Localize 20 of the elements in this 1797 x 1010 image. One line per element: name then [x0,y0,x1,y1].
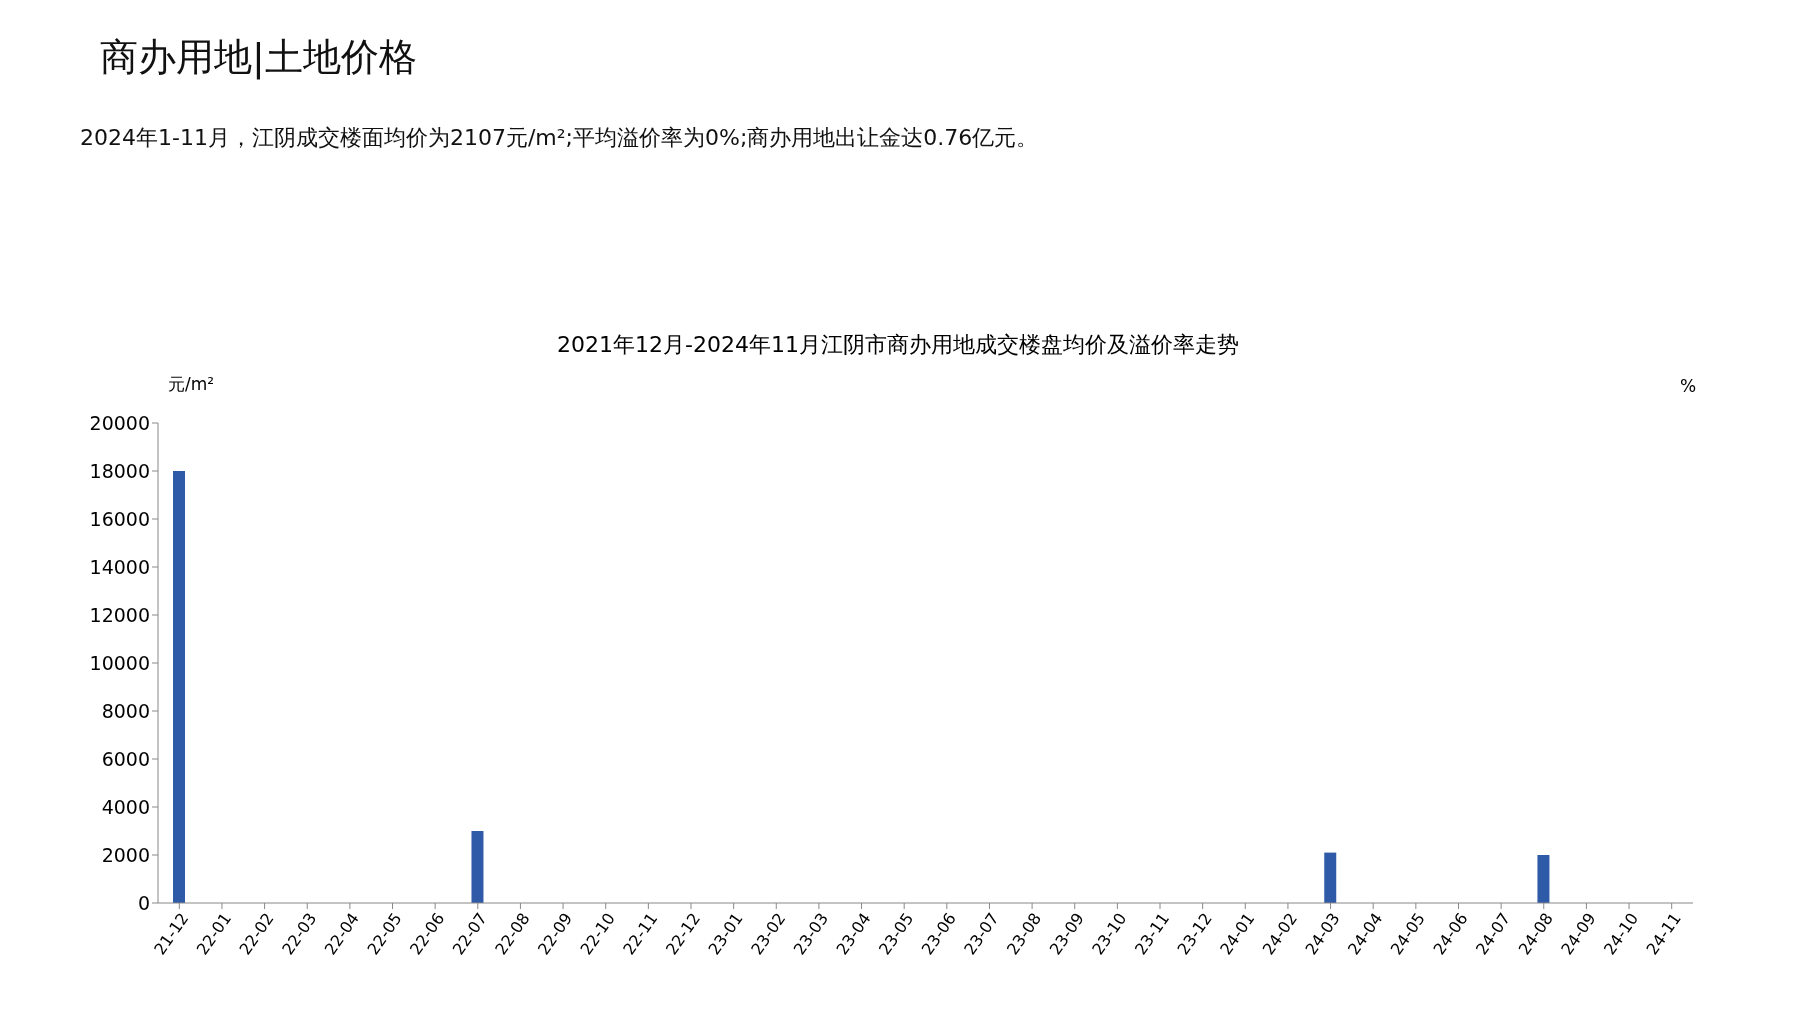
chart-title: 2021年12月-2024年11月江阴市商办用地成交楼盘均价及溢价率走势 [556,331,1240,359]
y-tick-label: 12000 [89,603,150,626]
bar [471,831,484,903]
y-tick-label: 6000 [101,747,150,770]
y-tick-label: 8000 [101,699,150,722]
y-axis-title: 元/m² [168,373,215,396]
bar [1537,855,1550,903]
y-tick-label: 20000 [89,411,150,434]
y-tick-label: 2000 [101,843,150,866]
y-tick-label: 16000 [89,507,150,530]
y-tick-label: 14000 [89,555,150,578]
text: 2024年1-11月，江阴成交楼面均价为2107元/m²;平均溢价率为0%;商办用地出让金达0.76亿元。 [80,124,1039,152]
bar [1324,852,1337,903]
y-tick-label: 18000 [89,459,150,482]
y2-axis-title: % [1680,376,1697,396]
bar [173,471,185,903]
text: 商办用地|土地价格 [100,34,417,82]
y-tick-label: 10000 [89,651,150,674]
y-tick-label: 4000 [101,795,150,818]
y-tick-label: 0 [137,891,150,914]
